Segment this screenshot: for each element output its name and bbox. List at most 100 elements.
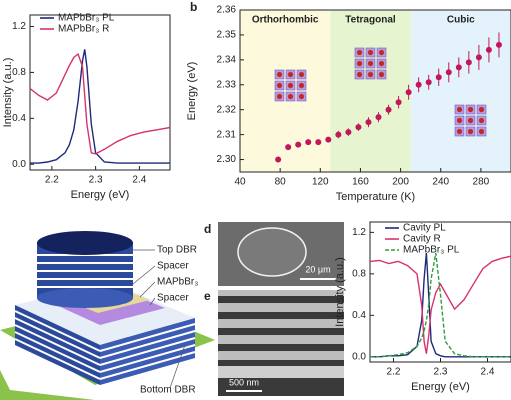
legend-label: MAPbBr₃ PL (58, 13, 115, 24)
crystal-inset (354, 47, 387, 80)
data-point (405, 89, 412, 96)
cation (378, 71, 385, 78)
x-tick-label: 2.2 (387, 367, 401, 378)
data-point (475, 54, 482, 61)
y-tick-label: 1.2 (352, 227, 366, 238)
device-label: Bottom DBR (140, 385, 196, 396)
panel-label: d (204, 222, 211, 236)
cation (287, 82, 294, 89)
data-point (295, 141, 302, 148)
x-tick-label: 2.4 (132, 175, 146, 186)
y-tick-label: 2.33 (217, 79, 237, 90)
x-tick-label: 240 (432, 177, 449, 188)
x-tick-label: 40 (234, 177, 246, 188)
data-point (345, 129, 352, 136)
data-point (395, 99, 402, 106)
data-point (485, 46, 492, 53)
data-point (365, 119, 372, 126)
cation (287, 93, 294, 100)
series-line (370, 253, 511, 358)
scale-bar-label: 500 nm (229, 377, 259, 387)
x-tick-label: 120 (312, 177, 329, 188)
crystal-inset (274, 69, 307, 102)
y-axis-label: Intensity (a.u.) (334, 257, 346, 327)
data-point (325, 136, 332, 143)
y-tick-label: 0.8 (352, 268, 366, 279)
micrograph-d: 20 μm (218, 222, 344, 286)
data-point (275, 156, 282, 163)
cation (467, 106, 474, 113)
phase-region (240, 10, 331, 172)
data-point (435, 74, 442, 81)
plot-frame (239, 9, 511, 173)
phase-region (410, 10, 511, 172)
device-label: Spacer (157, 293, 189, 304)
data-point (385, 106, 392, 113)
crystal-inset (454, 104, 487, 137)
phase-label: Orthorhombic (252, 15, 319, 26)
phase-label: Tetragonal (345, 15, 396, 26)
x-tick-label: 200 (392, 177, 409, 188)
plot-frame (29, 14, 171, 171)
x-axis-label: Energy (eV) (71, 189, 130, 201)
y-tick-label: 0.0 (12, 159, 26, 170)
y-tick-label: 1.2 (12, 21, 26, 32)
cation (478, 106, 485, 113)
panel-label: e (204, 289, 211, 303)
cation (467, 117, 474, 124)
cation (298, 82, 305, 89)
cation (378, 49, 385, 56)
cation (456, 128, 463, 135)
series-line (370, 252, 511, 358)
data-point (305, 139, 312, 146)
data-point (455, 64, 462, 71)
x-tick-label: 2.3 (89, 175, 103, 186)
scale-bar-label: 20 μm (305, 264, 330, 274)
x-tick-label: 2.2 (45, 175, 59, 186)
legend-label: Cavity R (403, 234, 441, 245)
device: Top DBR Spacer MAPbBr₃ Spacer Bottom DBR (0, 231, 215, 400)
cation (478, 117, 485, 124)
cation (356, 49, 363, 56)
micrograph-e: 500 nm (218, 290, 344, 396)
cation (378, 60, 385, 67)
data-point (375, 114, 382, 121)
y-tick-label: 2.35 (217, 30, 237, 41)
cation (276, 71, 283, 78)
y-axis-label: Intensity (a.u.) (2, 58, 14, 128)
x-tick-label: 80 (275, 177, 287, 188)
x-axis-label: Energy (eV) (411, 381, 470, 393)
cation (287, 71, 294, 78)
series-line (29, 52, 171, 155)
data-point (335, 131, 342, 138)
cation (456, 106, 463, 113)
data-point (465, 59, 472, 66)
data-point (445, 69, 452, 76)
x-tick-label: 2.4 (481, 367, 495, 378)
cation (276, 93, 283, 100)
series-line (30, 49, 170, 164)
y-axis-label: Energy (eV) (186, 62, 198, 121)
top-dbr (37, 231, 133, 308)
substrate (0, 370, 95, 400)
device-label: MAPbBr₃ (157, 277, 198, 288)
panel-label: b (190, 0, 197, 14)
device-label: Top DBR (157, 245, 197, 256)
x-tick-label: 2.3 (434, 367, 448, 378)
y-tick-label: 0.0 (352, 351, 366, 362)
x-axis-label: Temperature (K) (336, 191, 415, 203)
cation (478, 128, 485, 135)
data-point (315, 139, 322, 146)
y-tick-label: 0.4 (352, 310, 366, 321)
data-point (415, 81, 422, 88)
y-tick-label: 0.8 (12, 67, 26, 78)
cation (367, 60, 374, 67)
cation (298, 71, 305, 78)
y-tick-label: 2.30 (217, 154, 237, 165)
cation (456, 117, 463, 124)
legend-label: MAPbBr₃ PL (403, 245, 460, 256)
phase-label: Cubic (447, 15, 475, 26)
cation (276, 82, 283, 89)
y-tick-label: 2.31 (217, 129, 237, 140)
